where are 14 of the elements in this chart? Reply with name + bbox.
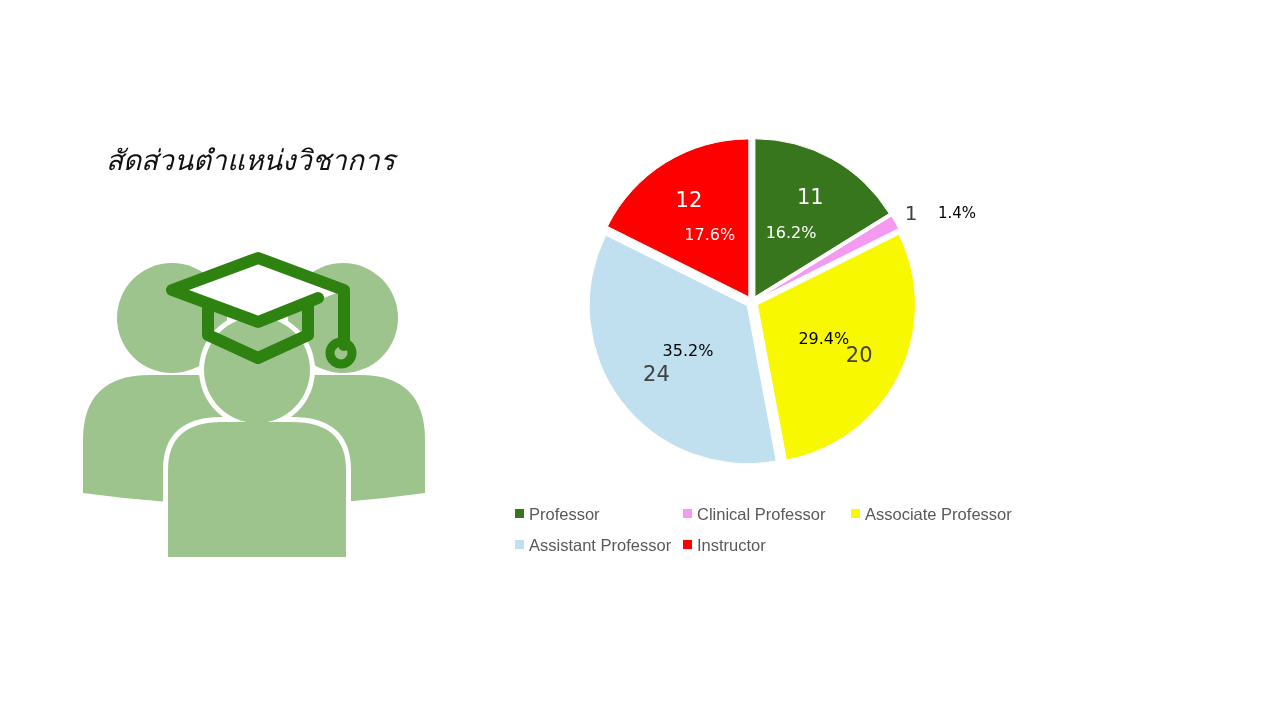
legend-label: Assistant Professor xyxy=(529,536,672,554)
data-label: 12 xyxy=(675,188,703,213)
legend-label: Clinical Professor xyxy=(697,505,826,523)
data-label: 1 xyxy=(904,201,918,226)
annotation: 16.2% xyxy=(765,222,817,242)
data-label: 24 xyxy=(643,362,670,387)
annotation: 1.4% xyxy=(937,204,977,223)
legend-label: Instructor xyxy=(697,536,766,554)
legend-label: Associate Professor xyxy=(865,505,1012,523)
data-label: 11 xyxy=(796,185,824,210)
data-label: 20 xyxy=(845,343,873,368)
annotation: 17.6% xyxy=(684,224,736,244)
annotation: 35.2% xyxy=(662,341,714,361)
legend-label: Professor xyxy=(529,505,600,523)
